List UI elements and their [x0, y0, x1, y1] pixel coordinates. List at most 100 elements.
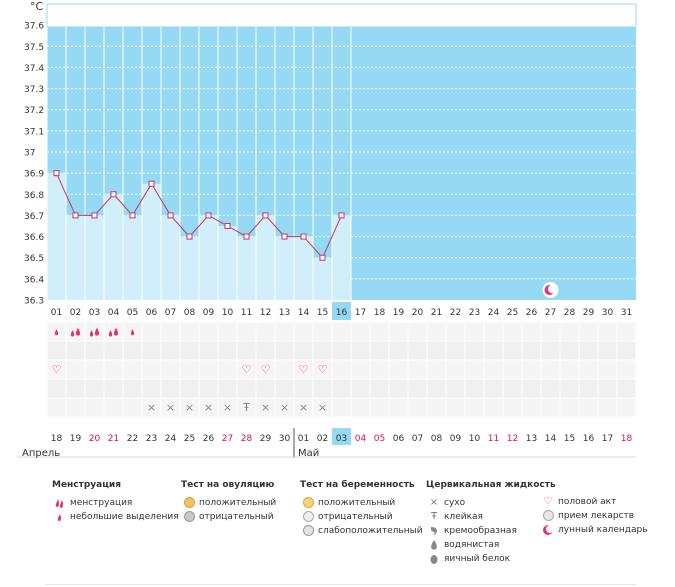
- footer-divider: [46, 584, 636, 585]
- grid-cell: [47, 379, 66, 398]
- temperature-point: [281, 233, 288, 240]
- grid-cell: [218, 341, 237, 360]
- temperature-point: [110, 191, 117, 198]
- grid-cell: [313, 341, 332, 360]
- grid-cell: [560, 379, 579, 398]
- temperature-point: [167, 212, 174, 219]
- calendar-date-label: 29: [260, 434, 272, 444]
- grid-cell: [427, 379, 446, 398]
- y-tick-label: 37.2: [24, 106, 44, 116]
- grid-cell: [522, 322, 541, 341]
- grid-cell: [47, 398, 66, 417]
- grid-cell: [142, 360, 161, 379]
- temperature-line: [56, 172, 342, 259]
- cycle-day-label: 05: [127, 308, 138, 318]
- grid-cell: [522, 360, 541, 379]
- menstruation-icon: [70, 330, 75, 337]
- grid-cell: [47, 360, 66, 379]
- grid-cell: [275, 360, 294, 379]
- grid-cell: [579, 360, 598, 379]
- calendar-date-label: 09: [450, 434, 462, 444]
- grid-cell: [199, 341, 218, 360]
- grid-cell: [484, 398, 503, 417]
- grid-cell: [123, 341, 142, 360]
- bbt-chart: 37.6 37.5 37.4 37.3 37.2 37.1 37 36.9 36.8 36.7 36…: [17, 3, 637, 459]
- current-date-highlight: [332, 428, 351, 445]
- dry-fluid-icon: ×: [299, 401, 308, 414]
- drop-icon: [54, 511, 66, 523]
- temperature-point: [91, 212, 98, 219]
- grid-cell: [370, 360, 389, 379]
- cycle-day-label: 09: [203, 308, 215, 318]
- grid-cell: [294, 398, 313, 417]
- grid-cell: [161, 322, 180, 341]
- moon-icon: [542, 524, 554, 536]
- grid-cell: [522, 398, 541, 417]
- legend-item: кремообразная: [426, 524, 556, 538]
- grid-cell: [237, 341, 256, 360]
- calendar-date-label: 17: [602, 434, 613, 444]
- grid-cell: [180, 322, 199, 341]
- calendar-date-label: 05: [374, 434, 385, 444]
- grid-cell: [85, 341, 104, 360]
- legend-item: отрицательный: [181, 510, 276, 524]
- heart-icon: ♡: [318, 363, 328, 376]
- grid-cell: [446, 341, 465, 360]
- grid-cell: [617, 379, 636, 398]
- calendar-date-label: 03: [336, 434, 347, 444]
- grid-cell: [85, 322, 104, 341]
- dry-fluid-icon: ×: [185, 401, 194, 414]
- grid-cell: [579, 341, 598, 360]
- y-tick-label: 37.3: [24, 85, 44, 95]
- cycle-day-label: 15: [317, 308, 328, 318]
- y-axis-unit: °C: [30, 0, 44, 13]
- grid-cell: [389, 322, 408, 341]
- cycle-day-label: 28: [564, 308, 576, 318]
- cycle-day-label: 02: [70, 308, 81, 318]
- legend-pregnancy: Тест на беременность положительный отриц…: [300, 480, 423, 538]
- calendar-date-label: 23: [146, 434, 157, 444]
- grid-cell: [199, 322, 218, 341]
- heart-icon: ♡: [543, 496, 553, 507]
- legend-other: ♡ половой акт прием лекарств лунный кале…: [540, 495, 648, 537]
- grid-cell: [66, 398, 85, 417]
- grid-cell: [237, 322, 256, 341]
- cycle-day-label: 22: [450, 308, 461, 318]
- legend-title: Цервикальная жидкость: [426, 480, 556, 490]
- grid-cell: [161, 341, 180, 360]
- grid-cell: [370, 322, 389, 341]
- heart-icon: ♡: [52, 363, 62, 376]
- grid-cell: [180, 360, 199, 379]
- grid-cell: [332, 398, 351, 417]
- grid-cell: [85, 360, 104, 379]
- cycle-day-label: 18: [374, 308, 386, 318]
- grid-cell: [427, 398, 446, 417]
- calendar-date-label: 02: [317, 434, 328, 444]
- calendar-date-label: 11: [488, 434, 499, 444]
- calendar-date-label: 24: [165, 434, 177, 444]
- calendar-date-label: 14: [545, 434, 557, 444]
- temperature-point: [224, 223, 231, 229]
- grid-cell: [142, 322, 161, 341]
- calendar-date-label: 21: [108, 434, 119, 444]
- grid-cell: [104, 398, 123, 417]
- calendar-date-label: 25: [184, 434, 195, 444]
- calendar-date-label: 20: [89, 434, 101, 444]
- grid-cell: [446, 322, 465, 341]
- calendar-date-label: 27: [222, 434, 233, 444]
- menstruation-icon: [75, 327, 81, 336]
- y-tick-label: 37.1: [24, 127, 44, 137]
- temperature-bar: [47, 173, 66, 300]
- grid-cell: [370, 379, 389, 398]
- temperature-bar: [180, 236, 199, 300]
- grid-cell: [617, 322, 636, 341]
- grid-cell: [180, 398, 199, 417]
- grid-cell: [503, 322, 522, 341]
- calendar-date-label: 15: [564, 434, 575, 444]
- grid-cell: [294, 322, 313, 341]
- grid-cell: [560, 360, 579, 379]
- legend-item: лунный календарь: [540, 523, 648, 537]
- calendar-date-label: 04: [355, 434, 367, 444]
- grid-cell: [256, 322, 275, 341]
- cycle-day-label: 23: [469, 308, 480, 318]
